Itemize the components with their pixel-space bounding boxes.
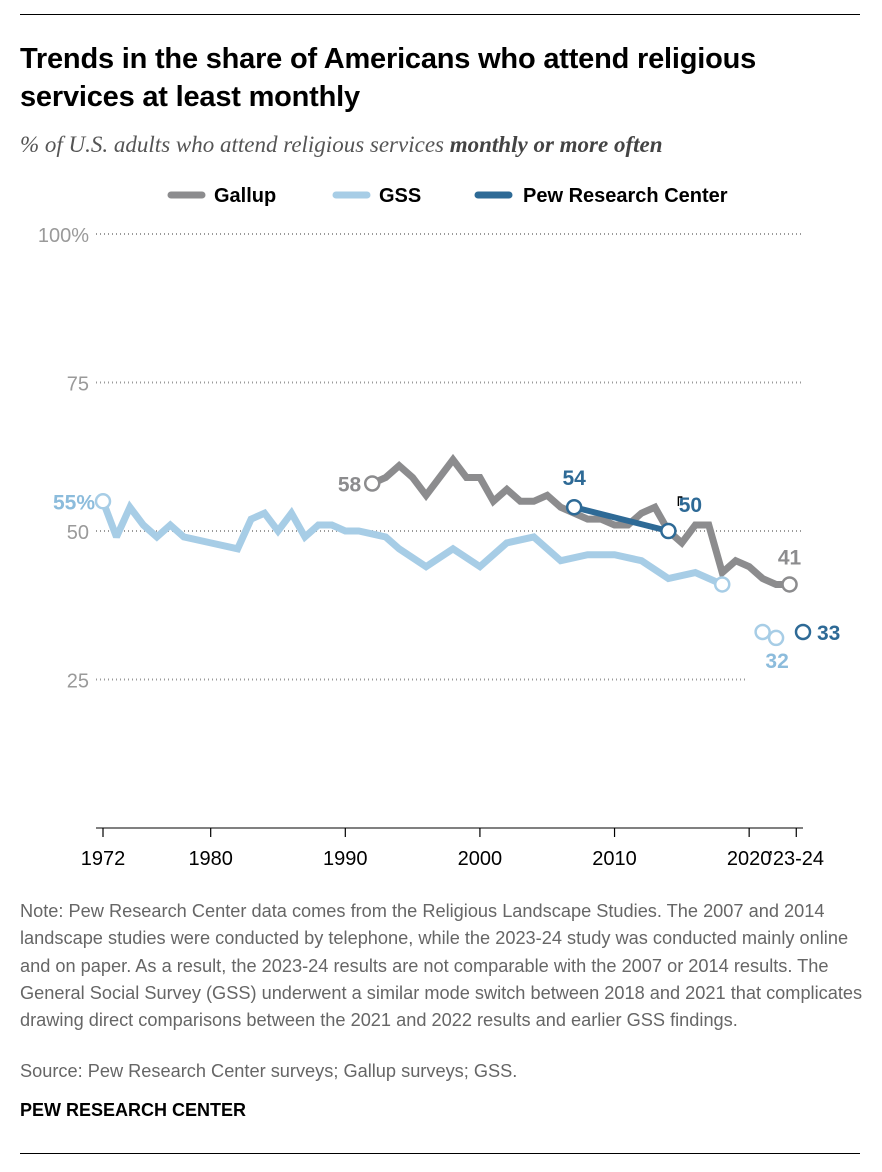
y-grid: 100% 75 50 25 xyxy=(38,225,803,693)
marker-gss-2021-22-different-mode-2021 xyxy=(754,623,771,641)
x-tick-label-1972: 1972 xyxy=(81,848,126,870)
marker-pew-research-center-2007 xyxy=(565,498,583,516)
marker-gallup-1992 xyxy=(363,475,381,492)
series-line-gallup xyxy=(370,453,790,588)
marker-pew-research-center-2014 xyxy=(660,522,677,540)
legend: Gallup GSS Pew Research Center xyxy=(167,185,728,207)
data-label-gallup-2023: 41 xyxy=(778,546,802,569)
series-markers xyxy=(94,475,812,647)
marker-gss-2018 xyxy=(713,576,731,593)
marker-pew-research-center-2023-24-not-comparable-2024 xyxy=(794,623,812,641)
marker-gss-1972 xyxy=(94,493,112,510)
brand-logo-text: PEW RESEARCH CENTER xyxy=(20,1100,247,1120)
y-tick-label-50: 50 xyxy=(67,522,89,544)
legend-label-gss: GSS xyxy=(379,185,421,207)
chart-title: Trends in the share of Americans who att… xyxy=(20,43,757,113)
y-tick-label-75: 75 xyxy=(67,374,89,396)
marker-gss-2021-22-different-mode-2022 xyxy=(767,629,785,647)
legend-label-gallup: Gallup xyxy=(214,185,276,207)
x-tick-label-1990: 1990 xyxy=(323,848,368,870)
footnote: Note: Pew Research Center data comes fro… xyxy=(20,901,863,1031)
series-lines xyxy=(99,453,790,642)
bottom-rule xyxy=(20,1153,860,1154)
marker-gallup-2023 xyxy=(781,576,798,593)
series-line-gss xyxy=(99,500,724,588)
data-label-gss-1972: 55% xyxy=(53,491,95,514)
subtitle-text: % of U.S. adults who attend religious se… xyxy=(20,132,450,157)
line-chart: Gallup GSS Pew Research Center 100% 75 50 2… xyxy=(38,185,841,870)
x-tick-label-2020: 2020 xyxy=(727,848,772,870)
data-label-gss-2022: 32 xyxy=(765,650,788,673)
legend-label-pew: Pew Research Center xyxy=(523,185,728,207)
y-tick-label-25: 25 xyxy=(67,671,89,693)
y-tick-label-100: 100% xyxy=(38,225,89,247)
chart-subtitle: % of U.S. adults who attend religious se… xyxy=(20,132,663,158)
data-label-pew-research-center-2014: 50 xyxy=(679,494,702,517)
x-tick-label-2000: 2000 xyxy=(458,848,503,870)
x-tick-label-1980: 1980 xyxy=(188,848,233,870)
x-tick-label-2010: 2010 xyxy=(592,848,637,870)
series-line-pew-research-center xyxy=(573,504,670,534)
data-labels: 55% 58 54 50 41 32 33 xyxy=(53,467,840,673)
label-leader-50 xyxy=(677,496,683,506)
top-rule xyxy=(20,14,860,15)
source-line: Source: Pew Research Center surveys; Gal… xyxy=(20,1061,518,1081)
x-axis: 1972 1980 1990 2000 2010 2020’23-24 xyxy=(81,827,824,870)
data-label-pew-research-center-2024: 33 xyxy=(817,622,840,645)
data-label-gallup-1992: 58 xyxy=(338,473,362,496)
data-label-pew-research-center-2007: 54 xyxy=(562,467,586,490)
subtitle-emphasis: monthly or more often xyxy=(449,132,663,157)
x-tick-label-’23-24: ’23-24 xyxy=(768,848,824,870)
